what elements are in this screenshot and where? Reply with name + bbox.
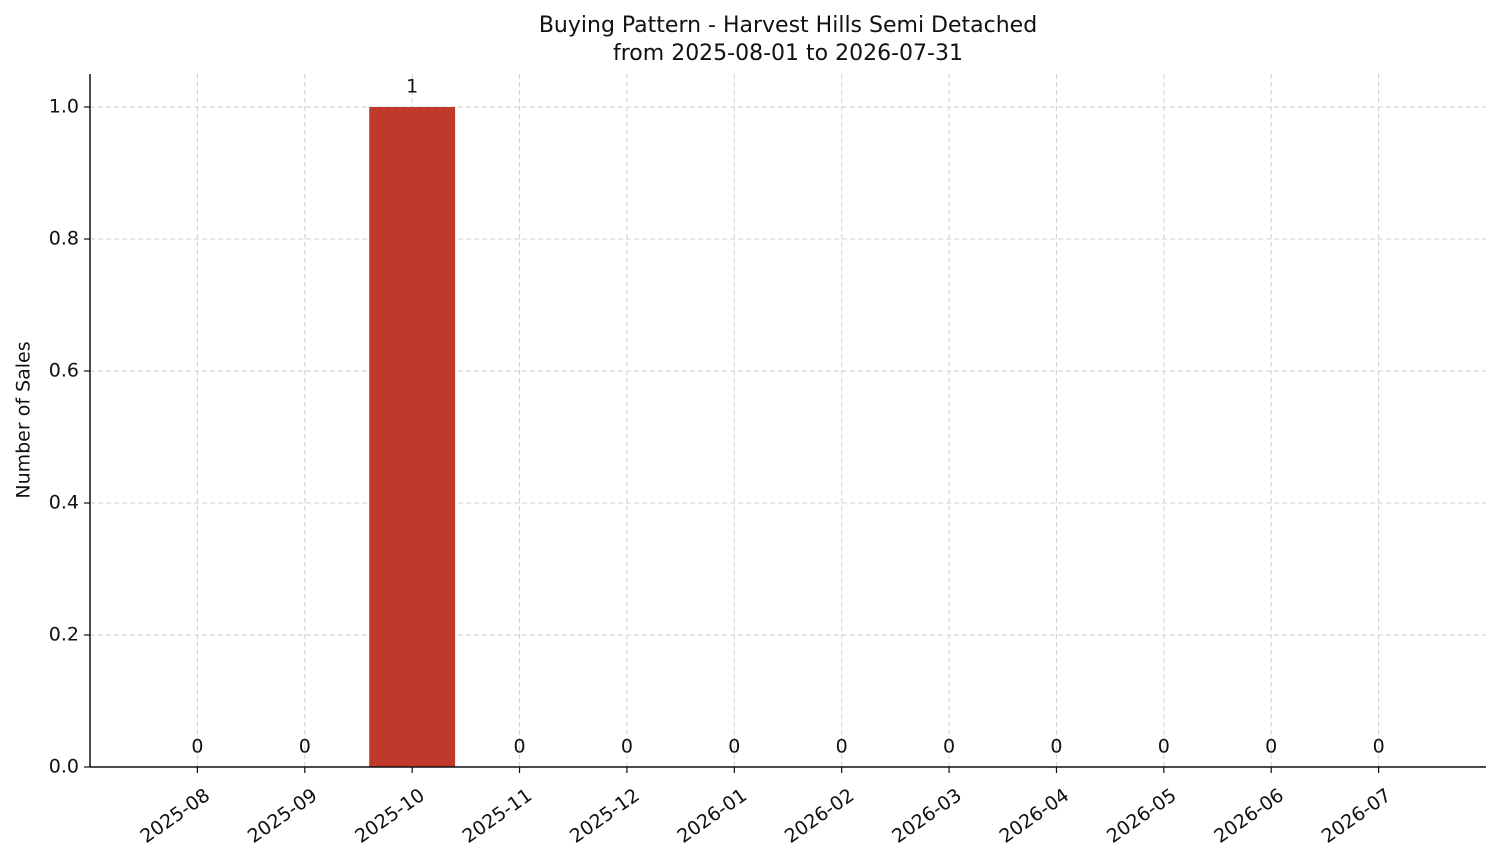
x-tick-label: 2026-01 bbox=[673, 784, 751, 848]
x-tick-label: 2026-03 bbox=[888, 784, 966, 848]
data-label: 1 bbox=[406, 76, 418, 98]
data-label: 0 bbox=[1158, 736, 1170, 758]
x-tick-label: 2026-06 bbox=[1210, 784, 1288, 848]
chart-subtitle: from 2025-08-01 to 2026-07-31 bbox=[613, 41, 963, 66]
x-tick-label: 2025-09 bbox=[244, 784, 322, 848]
y-tick-label: 0.6 bbox=[49, 360, 79, 382]
data-label: 0 bbox=[943, 736, 955, 758]
x-tick-label: 2025-10 bbox=[351, 784, 429, 848]
x-tick-label: 2025-08 bbox=[136, 784, 214, 848]
y-tick-label: 0.8 bbox=[49, 228, 79, 250]
y-tick-label: 0.0 bbox=[49, 756, 79, 778]
data-label: 0 bbox=[728, 736, 740, 758]
data-label: 0 bbox=[1265, 736, 1277, 758]
x-tick-label: 2026-05 bbox=[1103, 784, 1181, 848]
chart-title: Buying Pattern - Harvest Hills Semi Deta… bbox=[539, 13, 1037, 38]
x-tick-label: 2026-02 bbox=[781, 784, 859, 848]
data-label: 0 bbox=[836, 736, 848, 758]
data-label: 0 bbox=[1373, 736, 1385, 758]
data-label: 0 bbox=[191, 736, 203, 758]
y-tick-label: 1.0 bbox=[49, 96, 79, 118]
x-tick-label: 2025-12 bbox=[566, 784, 644, 848]
x-tick-label: 2025-11 bbox=[459, 784, 537, 848]
bar bbox=[369, 107, 456, 767]
x-tick-label: 2026-07 bbox=[1318, 784, 1396, 848]
data-label: 0 bbox=[513, 736, 525, 758]
data-label: 0 bbox=[1050, 736, 1062, 758]
y-tick-label: 0.4 bbox=[49, 492, 79, 514]
data-label: 0 bbox=[621, 736, 633, 758]
x-tick-label: 2026-04 bbox=[995, 784, 1073, 848]
data-label: 0 bbox=[299, 736, 311, 758]
y-axis-label: Number of Sales bbox=[13, 341, 35, 498]
y-tick-label: 0.2 bbox=[49, 624, 79, 646]
